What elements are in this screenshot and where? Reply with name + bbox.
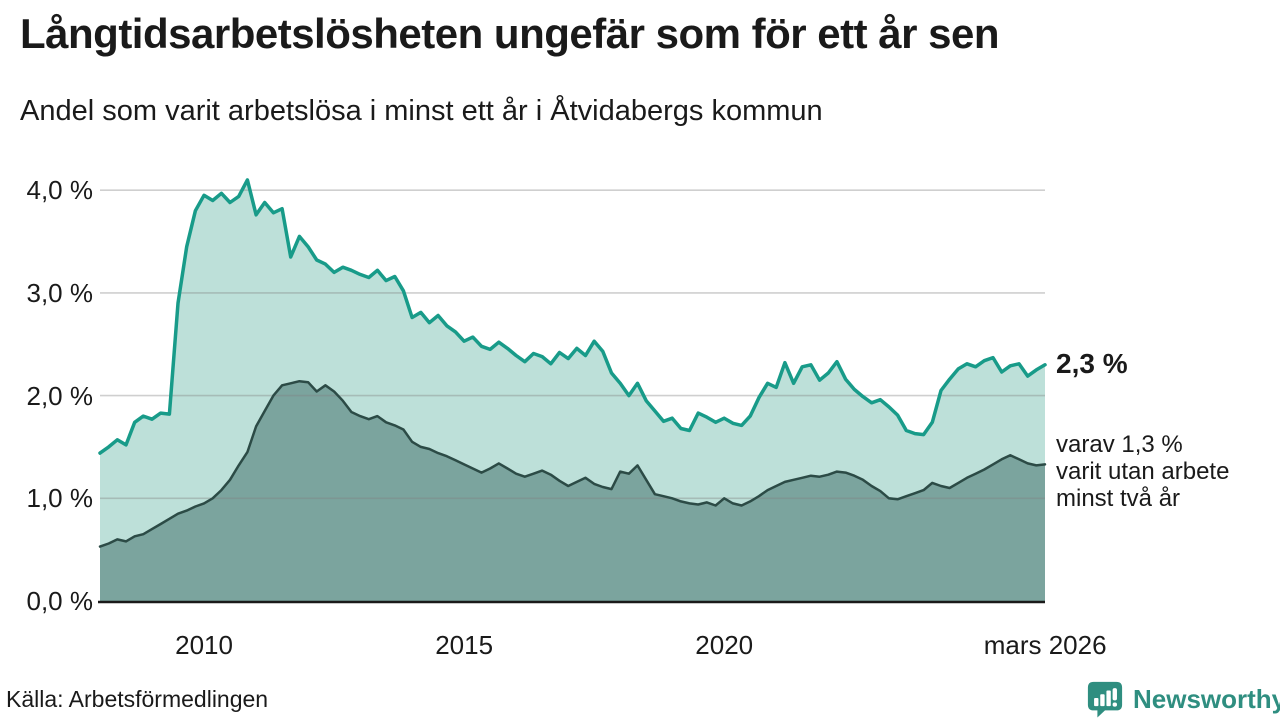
source-credit: Källa: Arbetsförmedlingen <box>6 686 269 712</box>
x-tick-label: 2010 <box>175 630 233 660</box>
newsworthy-bubble-icon <box>1087 681 1123 718</box>
chart-lines <box>98 178 1047 548</box>
two-year-annotation: varav 1,3 % varit utan arbete minst två … <box>1056 431 1229 512</box>
y-tick-label: 0,0 % <box>26 586 94 616</box>
y-tick-label: 3,0 % <box>26 277 94 308</box>
line-two-year-unemployed <box>98 379 1047 548</box>
y-tick-label: 4,0 % <box>26 175 94 206</box>
newsworthy-logo: Newsworthy <box>1086 680 1280 718</box>
annotation-line: varit utan arbete <box>1056 458 1230 485</box>
page-subtitle: Andel som varit arbetslösa i minst ett å… <box>20 95 823 127</box>
chart-areas <box>100 179 1045 601</box>
brand-name: Newsworthy <box>1133 683 1280 714</box>
annotation-line: varav 1,3 % <box>1056 431 1183 458</box>
x-tick-label: 2020 <box>695 630 754 660</box>
line-total-unemployed <box>98 178 1047 455</box>
y-tick-label: 2,0 % <box>26 380 94 411</box>
annotation-line: minst två år <box>1056 485 1181 512</box>
area-two-year-unemployed <box>100 381 1045 601</box>
latest-value-label: 2,3 % <box>1056 348 1128 379</box>
x-tick-label: mars 2026 <box>983 630 1107 660</box>
y-tick-label: 1,0 % <box>26 483 94 514</box>
page-title: Långtidsarbetslösheten ungefär som för e… <box>20 10 1000 57</box>
x-tick-label: 2015 <box>435 630 494 660</box>
